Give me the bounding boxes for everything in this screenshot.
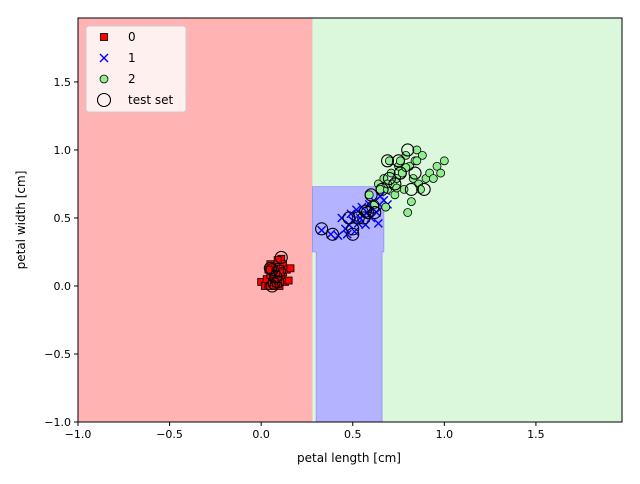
point-series-2-28 xyxy=(428,174,438,183)
x-tick-label-0: −1.0 xyxy=(65,428,92,441)
point-series-3-16 xyxy=(368,205,382,220)
point-series-2-3 xyxy=(375,184,385,194)
point-series-1-11 xyxy=(353,218,363,228)
point-series-2-15 xyxy=(399,184,409,194)
y-tick-label-2: 0.0 xyxy=(54,280,72,293)
point-series-2-30 xyxy=(436,168,446,178)
point-series-1-16-stroke-b xyxy=(362,208,372,218)
legend-marker-2 xyxy=(99,74,109,84)
point-series-3-3 xyxy=(265,263,279,277)
x-axis-ticks: −1.0 −0.5 0.0 0.5 1.0 1.5 xyxy=(65,422,545,441)
decision-regions xyxy=(78,18,622,423)
data-points xyxy=(257,143,449,293)
x-tick-label-1: −0.5 xyxy=(156,428,183,441)
plot-frame xyxy=(77,17,623,423)
point-series-1-10-stroke-b xyxy=(351,205,361,215)
point-series-3-27 xyxy=(393,166,407,180)
point-series-3-23 xyxy=(401,143,415,157)
point-series-1-7 xyxy=(346,209,356,219)
point-series-1-9 xyxy=(350,227,360,237)
legend-box xyxy=(85,25,187,113)
point-series-2-22 xyxy=(412,145,422,155)
point-series-0-25 xyxy=(273,256,282,265)
point-series-3-28 xyxy=(359,204,373,218)
point-series-3-10 xyxy=(346,227,360,241)
x-axis-label: petal length [cm] xyxy=(297,451,401,465)
point-series-2-17 xyxy=(403,208,413,217)
point-series-3-5 xyxy=(274,250,288,264)
point-series-1-22-stroke-b xyxy=(373,218,383,228)
point-series-3-21 xyxy=(388,177,402,191)
point-series-2-31 xyxy=(439,156,449,166)
point-series-1-1-stroke-b xyxy=(326,229,336,239)
point-series-2-5 xyxy=(381,202,391,212)
x-tick-label-5: 1.5 xyxy=(527,428,545,441)
region-class-1 xyxy=(312,186,385,423)
y-tick-label-3: 0.5 xyxy=(54,212,72,225)
point-series-2-19 xyxy=(406,197,416,207)
point-series-3-7 xyxy=(271,275,285,289)
legend-label-3: test set xyxy=(128,93,173,107)
legend-label-1: 1 xyxy=(128,51,136,65)
y-tick-label-5: 1.5 xyxy=(54,76,72,89)
point-series-0-22 xyxy=(286,264,295,273)
point-series-3-6 xyxy=(263,261,277,275)
y-tick-label-1: −0.5 xyxy=(44,348,71,361)
point-series-3-4 xyxy=(272,264,287,278)
x-tick-label-3: 0.5 xyxy=(344,428,362,441)
point-series-3-19 xyxy=(380,154,395,168)
legend-label-0: 0 xyxy=(128,30,136,44)
point-series-3-25 xyxy=(408,166,422,180)
point-series-3-17 xyxy=(366,200,380,214)
legend-marker-3 xyxy=(96,92,112,108)
point-series-3-24 xyxy=(404,182,418,196)
legend-marker-1-stroke-b xyxy=(99,53,109,63)
x-tick-label-4: 1.0 xyxy=(436,428,454,441)
point-series-3-9 xyxy=(326,227,340,241)
y-axis-ticks: −1.0 −0.5 0.0 0.5 1.0 1.5 xyxy=(44,76,78,429)
point-series-1-22 xyxy=(373,218,383,228)
point-series-0-21 xyxy=(284,276,293,285)
point-series-3-8 xyxy=(315,222,329,236)
x-tick-label-2: 0.0 xyxy=(252,428,270,441)
legend-marker-1 xyxy=(99,53,109,63)
point-series-1-7-stroke-b xyxy=(346,209,356,219)
point-series-1-3 xyxy=(337,213,347,223)
point-series-1-0-stroke-b xyxy=(317,225,327,235)
point-series-1-3-stroke-b xyxy=(337,213,347,223)
point-series-3-18 xyxy=(375,182,389,196)
point-series-3-26 xyxy=(417,182,431,196)
y-tick-label-0: −1.0 xyxy=(44,416,71,429)
y-tick-label-4: 1.0 xyxy=(54,144,72,157)
legend: 0 1 2 test set xyxy=(85,25,187,113)
point-series-2-0 xyxy=(364,190,374,200)
legend-label-2: 2 xyxy=(128,72,136,86)
point-series-1-1 xyxy=(326,229,336,239)
point-series-2-29 xyxy=(432,161,442,171)
point-series-1-9-stroke-b xyxy=(350,227,360,237)
point-series-3-29 xyxy=(342,211,356,225)
point-series-1-0 xyxy=(317,225,327,235)
point-series-1-11-stroke-b xyxy=(353,218,363,228)
y-axis-label: petal width [cm] xyxy=(14,171,28,270)
legend-marker-0 xyxy=(100,33,108,41)
point-series-2-35 xyxy=(412,156,422,166)
point-series-2-25 xyxy=(417,150,427,160)
